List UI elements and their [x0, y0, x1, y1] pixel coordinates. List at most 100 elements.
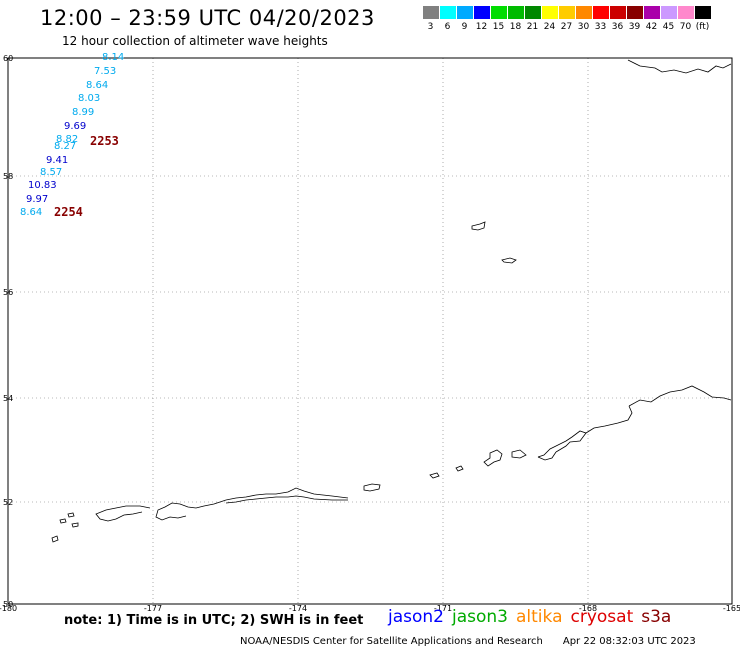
longitude-tick-label: -177: [144, 604, 162, 613]
color-swatch: [473, 6, 490, 19]
color-swatch: [558, 6, 575, 19]
color-scale-label: 3: [427, 22, 434, 32]
color-swatch: [677, 6, 694, 19]
coastline-segment: [429, 472, 440, 479]
color-scale-label: 6: [444, 22, 451, 32]
pass-time-label: 2253: [90, 134, 119, 148]
map-subtitle: 12 hour collection of altimeter wave hei…: [62, 34, 328, 48]
graticule: [8, 58, 732, 604]
color-swatch: [694, 6, 711, 19]
color-swatch: [575, 6, 592, 19]
wave-height-label: 8.99: [72, 107, 94, 118]
color-swatch: [490, 6, 507, 19]
color-scale-label: 45: [662, 22, 675, 32]
latitude-tick-label: 52: [3, 498, 13, 507]
wave-height-label: 8.82: [56, 134, 78, 145]
coastline-segment: [627, 59, 732, 74]
coastline-segment: [455, 465, 464, 472]
mission-label: s3a: [641, 607, 672, 627]
longitude-tick-label: -165: [723, 604, 740, 613]
longitude-tick-label: -171: [434, 604, 452, 613]
longitude-tick-label: -168: [579, 604, 597, 613]
mission-legend: jason2 jason3 altika cryosat s3a: [388, 607, 679, 627]
color-swatch: [660, 6, 677, 19]
mission-label: jason3: [452, 607, 508, 627]
coastline-segment: [51, 535, 59, 543]
latitude-tick-label: 60: [3, 54, 13, 63]
footer-note: note: 1) Time is in UTC; 2) SWH is in fe…: [64, 613, 364, 628]
color-swatch: [592, 6, 609, 19]
wave-height-label: 10.83: [28, 180, 57, 191]
credit-line: NOAA/NESDIS Center for Satellite Applica…: [240, 636, 696, 647]
latitude-tick-label: 58: [3, 172, 13, 181]
wave-height-label: 8.64: [20, 207, 42, 218]
color-scale-label: 39: [628, 22, 641, 32]
color-scale-label: 21: [526, 22, 539, 32]
color-swatch: [524, 6, 541, 19]
latitude-tick-label: 50: [3, 600, 13, 609]
map-frame: [7, 57, 733, 605]
color-swatch: [439, 6, 456, 19]
wave-height-label: 8.14: [102, 52, 124, 63]
coastline-segment: [363, 483, 381, 492]
coastline-segment: [555, 432, 587, 453]
color-scale-label: 18: [509, 22, 522, 32]
map-title: 12:00 – 23:59 UTC 04/20/2023: [40, 6, 375, 30]
coastline-segment: [155, 499, 227, 521]
wave-height-label: 8.27: [54, 141, 76, 152]
coastline-segment: [225, 495, 348, 504]
coastline-segment: [483, 449, 503, 467]
credit-text: NOAA/NESDIS Center for Satellite Applica…: [240, 636, 543, 647]
mission-label: cryosat: [570, 607, 634, 627]
color-scale-label: 33: [594, 22, 607, 32]
color-scale-label: 27: [560, 22, 573, 32]
wave-height-label: 9.69: [64, 121, 86, 132]
coastline-segment: [501, 257, 517, 264]
color-scale-label: 12: [475, 22, 488, 32]
axis-tick-labels: 60 58 56 54 52 50-180 -177 -174 -171 -168 -165: [0, 54, 740, 613]
pass-time-label: 2254: [54, 205, 83, 219]
latitude-tick-label: 56: [3, 288, 13, 297]
coastline-segment: [537, 405, 633, 458]
coastline-segment: [471, 221, 486, 231]
coastline-segment: [511, 449, 527, 459]
longitude-tick-label: -174: [289, 604, 307, 613]
coastline-segment: [59, 518, 67, 524]
color-scale-label: 30: [577, 22, 590, 32]
color-scale-labels: 3 6 9 12 15 18 21 24 27 30 33 36 39 42 45 70 (ft): [422, 22, 711, 32]
color-scale-label: 15: [492, 22, 505, 32]
wave-height-label: 9.97: [26, 194, 48, 205]
color-swatch: [609, 6, 626, 19]
color-swatch: [626, 6, 643, 19]
coastline-segment: [67, 512, 75, 518]
coastline: [51, 59, 732, 543]
color-scale-label: 42: [645, 22, 658, 32]
longitude-tick-label: -180: [0, 604, 17, 613]
coastline-segment: [537, 451, 557, 461]
color-swatch: [541, 6, 558, 19]
color-swatch: [643, 6, 660, 19]
wave-height-label: 9.41: [46, 155, 68, 166]
color-scale-legend: 3 6 9 12 15 18 21 24 27 30 33 36 39 42 45 70 (ft): [422, 6, 711, 32]
color-scale-label: 9: [461, 22, 468, 32]
wave-height-label: 8.64: [86, 80, 108, 91]
wave-height-label: 8.57: [40, 167, 62, 178]
color-scale-swatches: [422, 6, 711, 19]
coastline-segment: [628, 385, 732, 407]
mission-label: altika: [516, 607, 563, 627]
wave-height-label: 8.03: [78, 93, 100, 104]
color-scale-label: (ft): [695, 22, 710, 32]
color-scale-label: 70: [679, 22, 692, 32]
coastline-segment: [71, 522, 79, 528]
color-swatch: [507, 6, 524, 19]
color-scale-label: 24: [543, 22, 556, 32]
color-swatch: [422, 6, 439, 19]
latitude-tick-label: 54: [3, 394, 13, 403]
color-swatch: [456, 6, 473, 19]
credit-timestamp: Apr 22 08:32:03 UTC 2023: [562, 636, 696, 647]
color-scale-label: 36: [611, 22, 624, 32]
coastline-segment: [225, 487, 349, 501]
wave-height-label: 7.53: [94, 66, 116, 77]
mission-label: jason2: [388, 607, 444, 627]
